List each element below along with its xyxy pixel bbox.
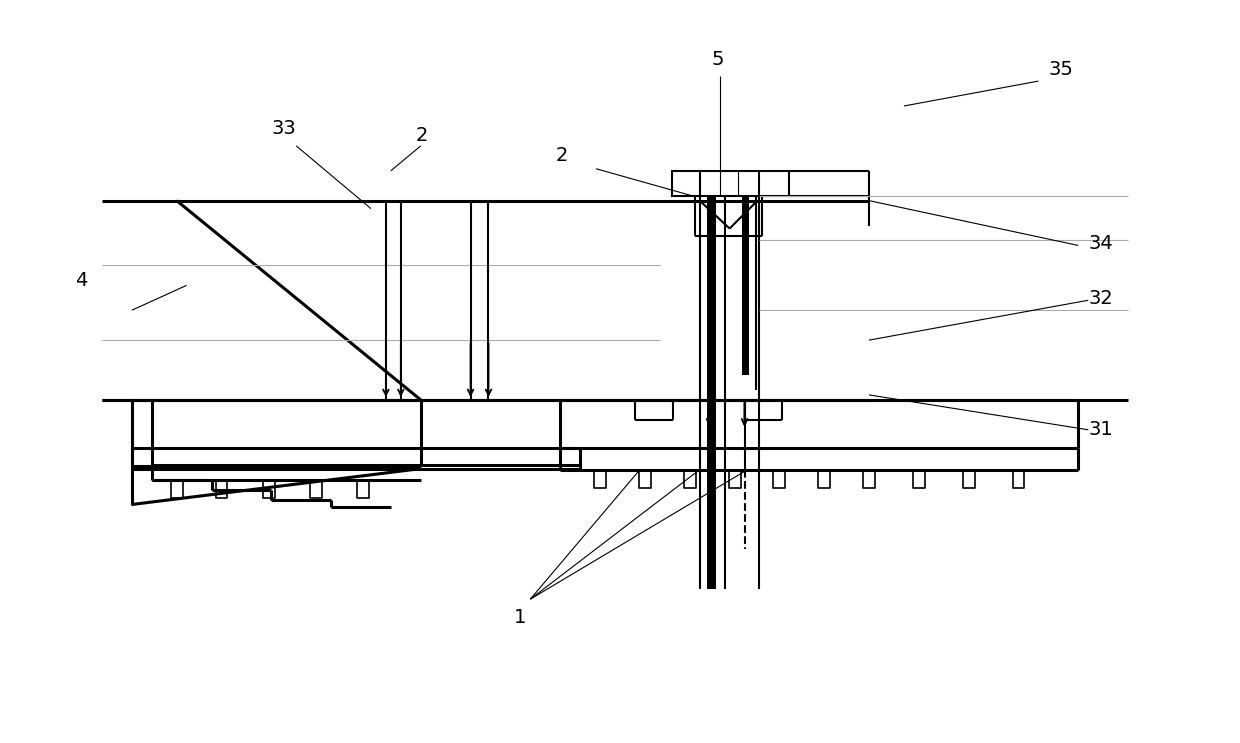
Bar — [742, 195, 749, 375]
Text: 34: 34 — [1089, 234, 1114, 253]
Text: 2: 2 — [556, 146, 568, 165]
Bar — [707, 195, 715, 589]
Text: 4: 4 — [76, 271, 88, 290]
Text: 5: 5 — [712, 50, 724, 68]
Text: 1: 1 — [515, 608, 527, 626]
Text: 2: 2 — [415, 126, 428, 146]
Text: 31: 31 — [1089, 421, 1114, 439]
Text: 33: 33 — [272, 120, 296, 138]
Text: 32: 32 — [1089, 289, 1114, 308]
Bar — [672, 171, 790, 195]
Text: 35: 35 — [1048, 59, 1074, 79]
